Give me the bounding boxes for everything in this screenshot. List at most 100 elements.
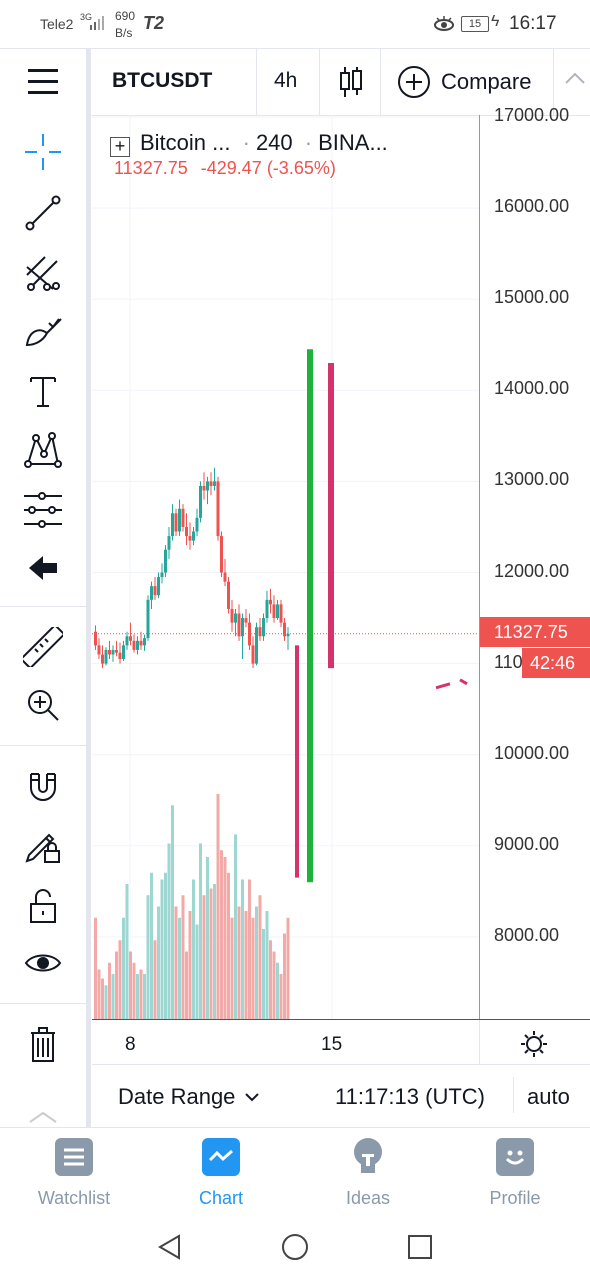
volume-bar — [283, 933, 286, 1019]
volume-bar — [160, 879, 164, 1019]
pitchfork-icon[interactable] — [18, 248, 68, 298]
utc-clock[interactable]: 11:17:13 (UTC) — [335, 1084, 485, 1109]
volume-bar — [244, 911, 248, 1019]
candle-body — [139, 640, 143, 646]
back-icon[interactable] — [157, 1234, 183, 1260]
volume-bar — [223, 857, 227, 1019]
status-bar: Tele2 3G 690 B/s T2 15 ϟ 16:17 — [0, 0, 590, 48]
volume-bar — [234, 834, 237, 1019]
compare-button[interactable]: Compare — [441, 69, 532, 94]
candle-body — [237, 613, 241, 637]
candle-body — [262, 618, 265, 637]
volume-bar — [230, 917, 234, 1019]
candles-style-icon[interactable] — [337, 65, 365, 99]
menu-icon[interactable] — [28, 69, 58, 95]
volume-bar — [286, 917, 290, 1019]
volume-bar — [167, 843, 171, 1019]
recents-icon[interactable] — [407, 1234, 433, 1260]
chevron-up-icon[interactable] — [564, 71, 586, 85]
candle-body — [234, 613, 237, 623]
volume-bar — [178, 917, 181, 1019]
volume-bar — [192, 879, 195, 1019]
price-scale[interactable]: 17000.00 16000.00 15000.00 14000.00 13000.00… — [479, 105, 590, 1019]
candle-body — [227, 581, 230, 609]
candle-body — [276, 604, 279, 619]
candle-body — [251, 645, 255, 664]
measure-lines-icon[interactable] — [18, 485, 68, 535]
home-icon[interactable] — [281, 1233, 309, 1261]
volume-bar — [199, 843, 202, 1019]
price-tick: 15000.00 — [494, 287, 570, 308]
volume-bar — [150, 872, 153, 1019]
volume-bar — [213, 884, 216, 1019]
time-axis[interactable]: 8 15 — [92, 1019, 590, 1064]
candle-body — [101, 654, 104, 664]
add-compare-icon[interactable] — [397, 65, 431, 99]
ruler-icon[interactable] — [18, 622, 68, 672]
candle-body — [178, 508, 181, 532]
unlock-icon[interactable] — [18, 881, 68, 931]
candle-body — [150, 586, 153, 600]
trash-icon[interactable] — [18, 1020, 68, 1070]
drawing-dash — [435, 682, 451, 690]
crosshair-icon[interactable] — [18, 127, 68, 177]
price-tick: 12000.00 — [494, 560, 570, 581]
volume-bar — [97, 969, 101, 1019]
signal-icon — [90, 16, 104, 30]
candle-body — [153, 586, 157, 596]
text-tool-icon[interactable] — [18, 367, 68, 417]
candle-body — [181, 508, 185, 527]
volume-bar — [272, 951, 276, 1019]
candle-body — [195, 517, 199, 532]
series-legend[interactable]: + Bitcoin ... · 240 · BINA... — [110, 130, 388, 157]
range-bar: Date Range 11:17:13 (UTC) auto — [92, 1064, 590, 1127]
brush-icon[interactable] — [18, 308, 68, 358]
volume-bar — [153, 940, 157, 1019]
charging-icon: ϟ — [491, 13, 500, 30]
legend-change: -429.47 (-3.65%) — [200, 158, 336, 178]
chevron-down-icon[interactable] — [28, 1110, 58, 1126]
volume-bar — [101, 978, 104, 1019]
candle-body — [146, 599, 150, 639]
zoom-in-icon[interactable] — [18, 680, 68, 730]
back-arrow-icon[interactable] — [18, 543, 68, 593]
volume-bar — [216, 794, 220, 1019]
eye-comfort-icon — [434, 16, 454, 31]
expand-legend-icon[interactable]: + — [110, 137, 130, 157]
date-range-button[interactable]: Date Range — [118, 1084, 236, 1109]
volume-bar — [118, 940, 122, 1019]
lightbulb-icon — [349, 1138, 387, 1176]
symbol-button[interactable]: BTCUSDT — [112, 69, 213, 92]
price-tick: 14000.00 — [494, 378, 570, 399]
chart-pane[interactable] — [92, 115, 479, 1019]
visibility-eye-icon[interactable] — [18, 938, 68, 988]
volume-bar — [181, 895, 185, 1019]
settings-gear-icon[interactable] — [520, 1030, 548, 1058]
price-chart[interactable] — [92, 115, 479, 1019]
auto-scale-button[interactable]: auto — [527, 1084, 570, 1109]
candle-body — [213, 481, 216, 486]
nav-chart[interactable]: Chart — [171, 1138, 271, 1209]
trend-line-icon[interactable] — [18, 188, 68, 238]
candle-body — [230, 608, 234, 623]
last-price-marker: 11327.75 — [480, 617, 590, 647]
volume-bar — [111, 974, 115, 1019]
interval-button[interactable]: 4h — [274, 69, 298, 92]
magnet-icon[interactable] — [18, 761, 68, 811]
nav-ideas-label: Ideas — [345, 1188, 391, 1208]
time-tick-8: 8 — [125, 1034, 136, 1055]
nav-profile[interactable]: Profile — [465, 1138, 565, 1209]
pattern-icon[interactable] — [18, 425, 68, 475]
volume-bar — [108, 962, 111, 1019]
toolbar-scrollbar[interactable] — [86, 48, 91, 1128]
chevron-down-icon[interactable] — [245, 1092, 259, 1102]
candle-body — [125, 636, 129, 646]
volume-bar — [206, 857, 209, 1019]
candle-body — [111, 649, 115, 655]
legend-last-price: 11327.75 — [114, 158, 188, 178]
nav-ideas[interactable]: Ideas — [318, 1138, 418, 1209]
candle-body — [167, 536, 171, 550]
candle-body — [223, 572, 227, 582]
lock-drawing-icon[interactable] — [18, 820, 68, 870]
nav-watchlist[interactable]: Watchlist — [24, 1138, 124, 1209]
